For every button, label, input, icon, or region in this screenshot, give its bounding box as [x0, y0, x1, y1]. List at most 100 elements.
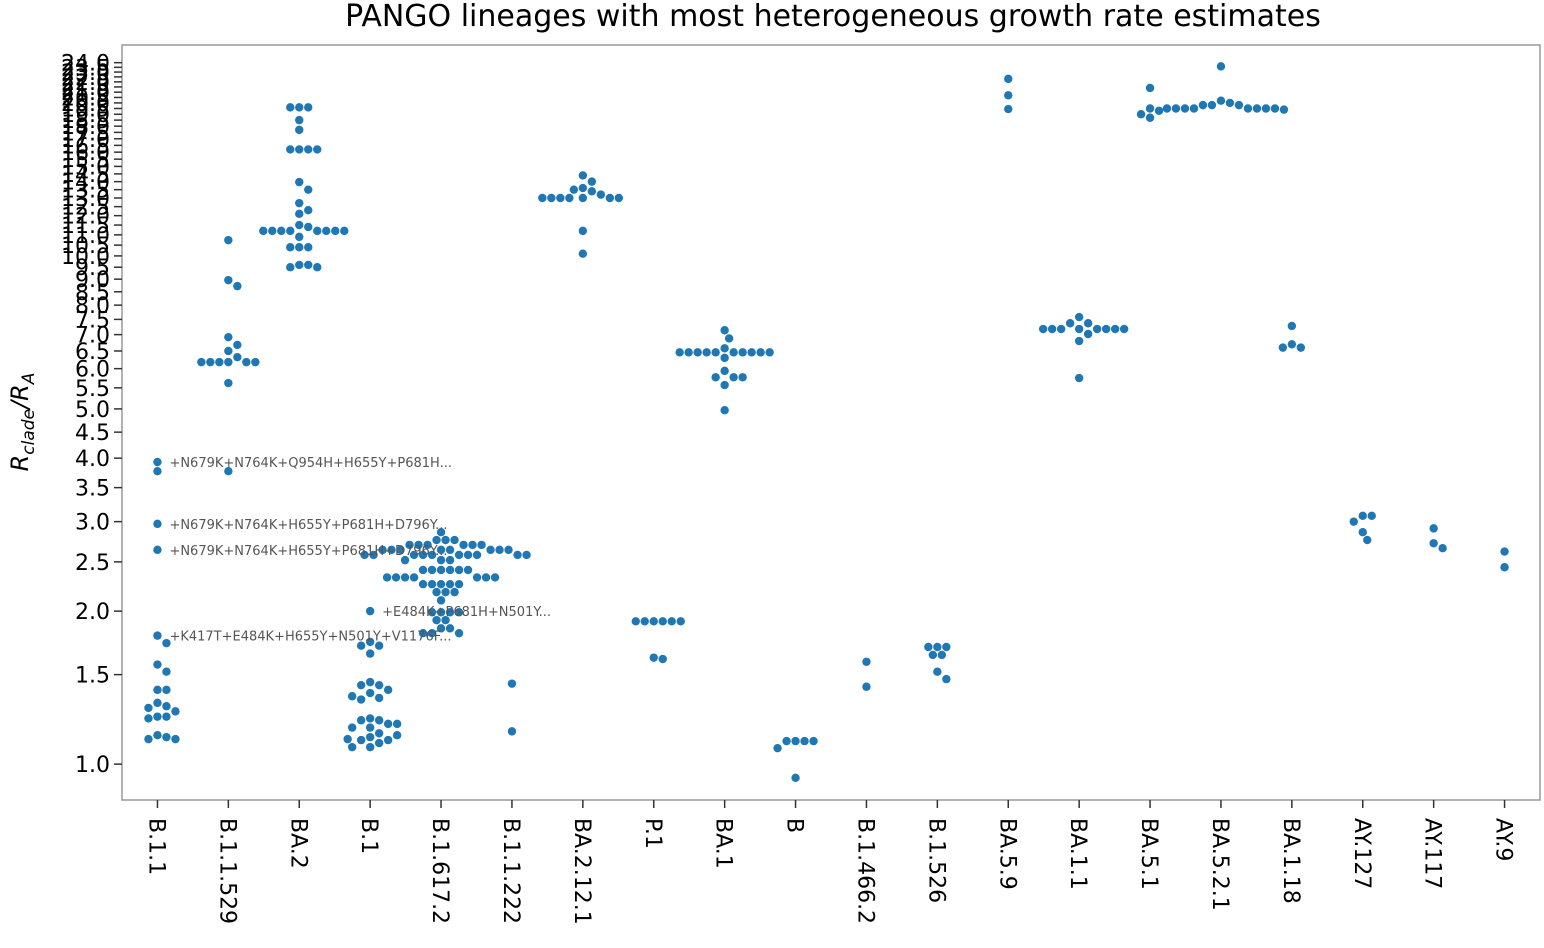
data-point: [445, 608, 455, 617]
data-point: [304, 103, 313, 112]
data-point: [197, 357, 206, 367]
y-label-part: A: [19, 373, 39, 386]
data-point: [295, 232, 304, 242]
data-point: [495, 545, 504, 555]
data-point: [937, 650, 947, 660]
data-point: [396, 545, 405, 555]
data-point: [286, 145, 295, 154]
y-tick-label: 19.5: [61, 97, 110, 122]
data-point: [614, 193, 624, 203]
data-point: [1189, 104, 1199, 113]
data-point: [1279, 105, 1289, 114]
data-point: [153, 631, 162, 640]
data-point: [1056, 324, 1066, 334]
data-point: [942, 674, 951, 684]
data-point: [295, 177, 304, 187]
x-tick-label: BA.5.9: [994, 818, 1019, 890]
data-point: [365, 714, 375, 723]
data-point: [1110, 324, 1120, 334]
data-point: [295, 260, 304, 270]
data-point: [675, 348, 684, 357]
data-point: [153, 519, 162, 529]
data-point: [427, 579, 437, 589]
data-point: [387, 545, 396, 555]
data-point: [304, 222, 313, 232]
data-point: [773, 743, 782, 753]
data-point: [295, 243, 304, 252]
data-point: [1358, 527, 1367, 537]
data-point: [365, 732, 375, 742]
data-point: [454, 579, 464, 589]
data-point: [374, 680, 384, 690]
data-point: [1154, 106, 1164, 115]
data-point: [738, 348, 747, 357]
data-point: [356, 695, 366, 704]
data-point: [486, 545, 495, 555]
data-point: [702, 348, 711, 357]
data-point: [649, 617, 658, 626]
data-point: [251, 357, 260, 367]
y-tick-label: 9.5: [75, 256, 110, 281]
data-point: [427, 565, 437, 575]
data-point: [649, 653, 658, 662]
data-point: [1261, 104, 1271, 113]
data-point: [206, 357, 215, 367]
data-point: [427, 550, 437, 560]
data-point: [1367, 511, 1376, 521]
data-point: [1225, 98, 1235, 108]
data-point: [924, 642, 933, 652]
data-point: [162, 685, 171, 695]
data-point: [233, 352, 242, 362]
data-point: [1287, 321, 1297, 331]
data-point: [1145, 113, 1155, 122]
data-point: [436, 608, 446, 617]
x-tick-label: B.1.1: [143, 818, 168, 875]
data-point: [436, 555, 446, 565]
y-tick-label: 23.0: [61, 61, 110, 86]
data-point: [153, 457, 162, 467]
y-tick-label: 21.5: [61, 76, 110, 101]
data-point: [565, 193, 574, 203]
data-point: [640, 617, 649, 626]
data-point: [1207, 100, 1217, 110]
y-label-part: clade: [19, 409, 39, 455]
data-point: [162, 638, 171, 648]
y-label-part: R: [6, 455, 34, 472]
data-point: [463, 550, 473, 560]
data-point: [378, 545, 387, 555]
data-point: [374, 716, 384, 725]
y-tick-label: 12.0: [61, 205, 110, 230]
data-point: [1047, 324, 1057, 334]
data-point: [862, 657, 871, 666]
data-point: [382, 573, 392, 582]
data-point: [791, 736, 800, 746]
data-point: [1065, 319, 1075, 328]
data-point: [441, 535, 450, 545]
data-point: [1216, 96, 1226, 105]
data-point: [720, 366, 729, 376]
data-point: [409, 573, 419, 582]
data-point: [928, 650, 938, 660]
data-point: [286, 263, 295, 272]
data-point: [1004, 91, 1013, 100]
data-point: [392, 719, 402, 729]
data-point: [942, 642, 951, 652]
annotation: +N679K+N764K+H655Y+P681H+D796Y...: [169, 544, 447, 559]
data-point: [392, 731, 402, 740]
data-point: [400, 555, 410, 565]
data-point: [1074, 324, 1084, 334]
data-point: [587, 177, 597, 186]
data-point: [347, 742, 357, 752]
y-tick-label: 20.5: [61, 86, 110, 111]
data-point: [631, 617, 640, 626]
data-point: [578, 249, 588, 258]
y-tick-label: 14.5: [61, 163, 110, 188]
data-point: [933, 642, 942, 652]
data-point: [343, 734, 352, 744]
x-tick-label: B.1.1.529: [214, 818, 239, 924]
x-tick-label: B.1.1.222: [498, 818, 523, 924]
data-point: [1234, 100, 1244, 110]
data-point: [1252, 104, 1262, 113]
data-point: [365, 688, 375, 698]
